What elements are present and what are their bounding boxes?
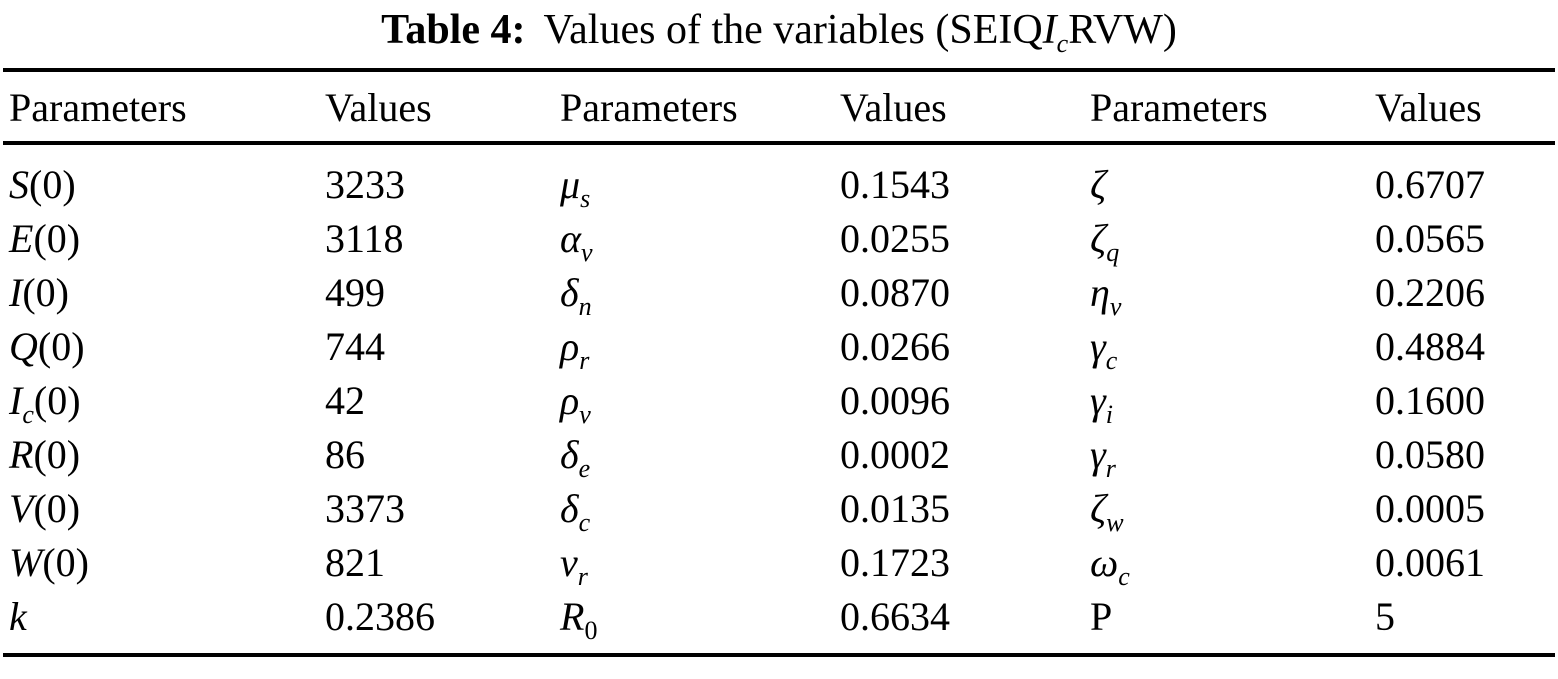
value-cell: 499 [325,270,385,315]
value-cell: 5 [1375,594,1395,639]
header-values-3: Values [1375,85,1482,130]
value-cell: 0.2386 [325,594,435,639]
parameter-cell: Q(0) [9,324,85,369]
table-header-row: Parameters Values Parameters Values Para… [3,70,1555,143]
parameter-cell: γc [1090,324,1118,375]
header-parameters-3: Parameters [1090,85,1268,130]
parameter-cell: ωc [1090,540,1130,591]
header-parameters-2: Parameters [560,85,738,130]
value-cell: 0.0135 [840,486,950,531]
table-row: E(0) 3118 αv 0.0255 ζq 0.0565 [3,212,1555,266]
value-cell: 0.0005 [1375,486,1485,531]
value-cell: 0.0565 [1375,216,1485,261]
parameter-cell: γi [1090,378,1113,429]
parameter-cell: W(0) [9,540,89,585]
table-row: k 0.2386 R0 0.6634 P 5 [3,590,1555,655]
value-cell: 821 [325,540,385,585]
parameter-cell: αv [560,216,593,267]
parameter-cell: R(0) [9,432,81,477]
parameter-cell: ζ [1090,162,1107,207]
value-cell: 0.0580 [1375,432,1485,477]
value-cell: 0.6707 [1375,162,1485,207]
parameter-cell: ζw [1090,486,1124,537]
parameter-cell: I(0) [9,270,69,315]
value-cell: 744 [325,324,385,369]
table-body: S(0) 3233 μs 0.1543 ζ 0.6707 E(0) 3118 αv 0.0255 ζ… [3,143,1555,655]
value-cell: 0.1543 [840,162,950,207]
value-cell: 0.1600 [1375,378,1485,423]
value-cell: 0.0096 [840,378,950,423]
value-cell: 86 [325,432,365,477]
value-cell: 0.6634 [840,594,950,639]
header-values-1: Values [325,85,432,130]
value-cell: 42 [325,378,365,423]
table-caption: Table 4: Values of the variables (SEIQIcR… [0,0,1558,58]
table-row: S(0) 3233 μs 0.1543 ζ 0.6707 [3,143,1555,212]
table-caption-label: Table 4: [381,7,526,53]
value-cell: 0.0266 [840,324,950,369]
parameter-cell: μs [560,162,591,213]
parameter-cell: ηv [1090,270,1122,321]
value-cell: 0.4884 [1375,324,1485,369]
parameter-cell: E(0) [9,216,81,261]
value-cell: 0.2206 [1375,270,1485,315]
value-cell: 3118 [325,216,404,261]
table-row: Ic(0) 42 ρv 0.0096 γi 0.1600 [3,374,1555,428]
parameters-table: Parameters Values Parameters Values Para… [3,68,1555,657]
parameter-cell: δe [560,432,591,483]
parameter-cell: γr [1090,432,1116,483]
table-row: I(0) 499 δn 0.0870 ηv 0.2206 [3,266,1555,320]
parameter-cell: ρr [560,324,590,375]
table-row: Q(0) 744 ρr 0.0266 γc 0.4884 [3,320,1555,374]
value-cell: 3373 [325,486,405,531]
parameter-cell: V(0) [9,486,81,531]
header-values-2: Values [840,85,947,130]
table-row: V(0) 3373 δc 0.0135 ζw 0.0005 [3,482,1555,536]
parameter-cell: k [9,594,27,639]
table-caption-text: Values of the variables (SEIQIcRVW) [543,7,1177,58]
table-row: W(0) 821 νr 0.1723 ωc 0.0061 [3,536,1555,590]
parameter-cell: ρv [560,378,591,429]
table-row: R(0) 86 δe 0.0002 γr 0.0580 [3,428,1555,482]
parameter-cell: S(0) [9,162,76,207]
value-cell: 0.0061 [1375,540,1485,585]
value-cell: 0.0870 [840,270,950,315]
parameter-cell: Ic(0) [9,378,81,429]
value-cell: 0.0002 [840,432,950,477]
parameter-cell: δn [560,270,592,321]
header-parameters-1: Parameters [9,85,187,130]
parameter-cell: P [1090,594,1113,639]
value-cell: 0.0255 [840,216,950,261]
parameter-cell: R0 [560,594,598,645]
value-cell: 0.1723 [840,540,950,585]
parameter-cell: νr [560,540,588,591]
value-cell: 3233 [325,162,405,207]
parameter-cell: δc [560,486,591,537]
parameter-cell: ζq [1090,216,1120,267]
